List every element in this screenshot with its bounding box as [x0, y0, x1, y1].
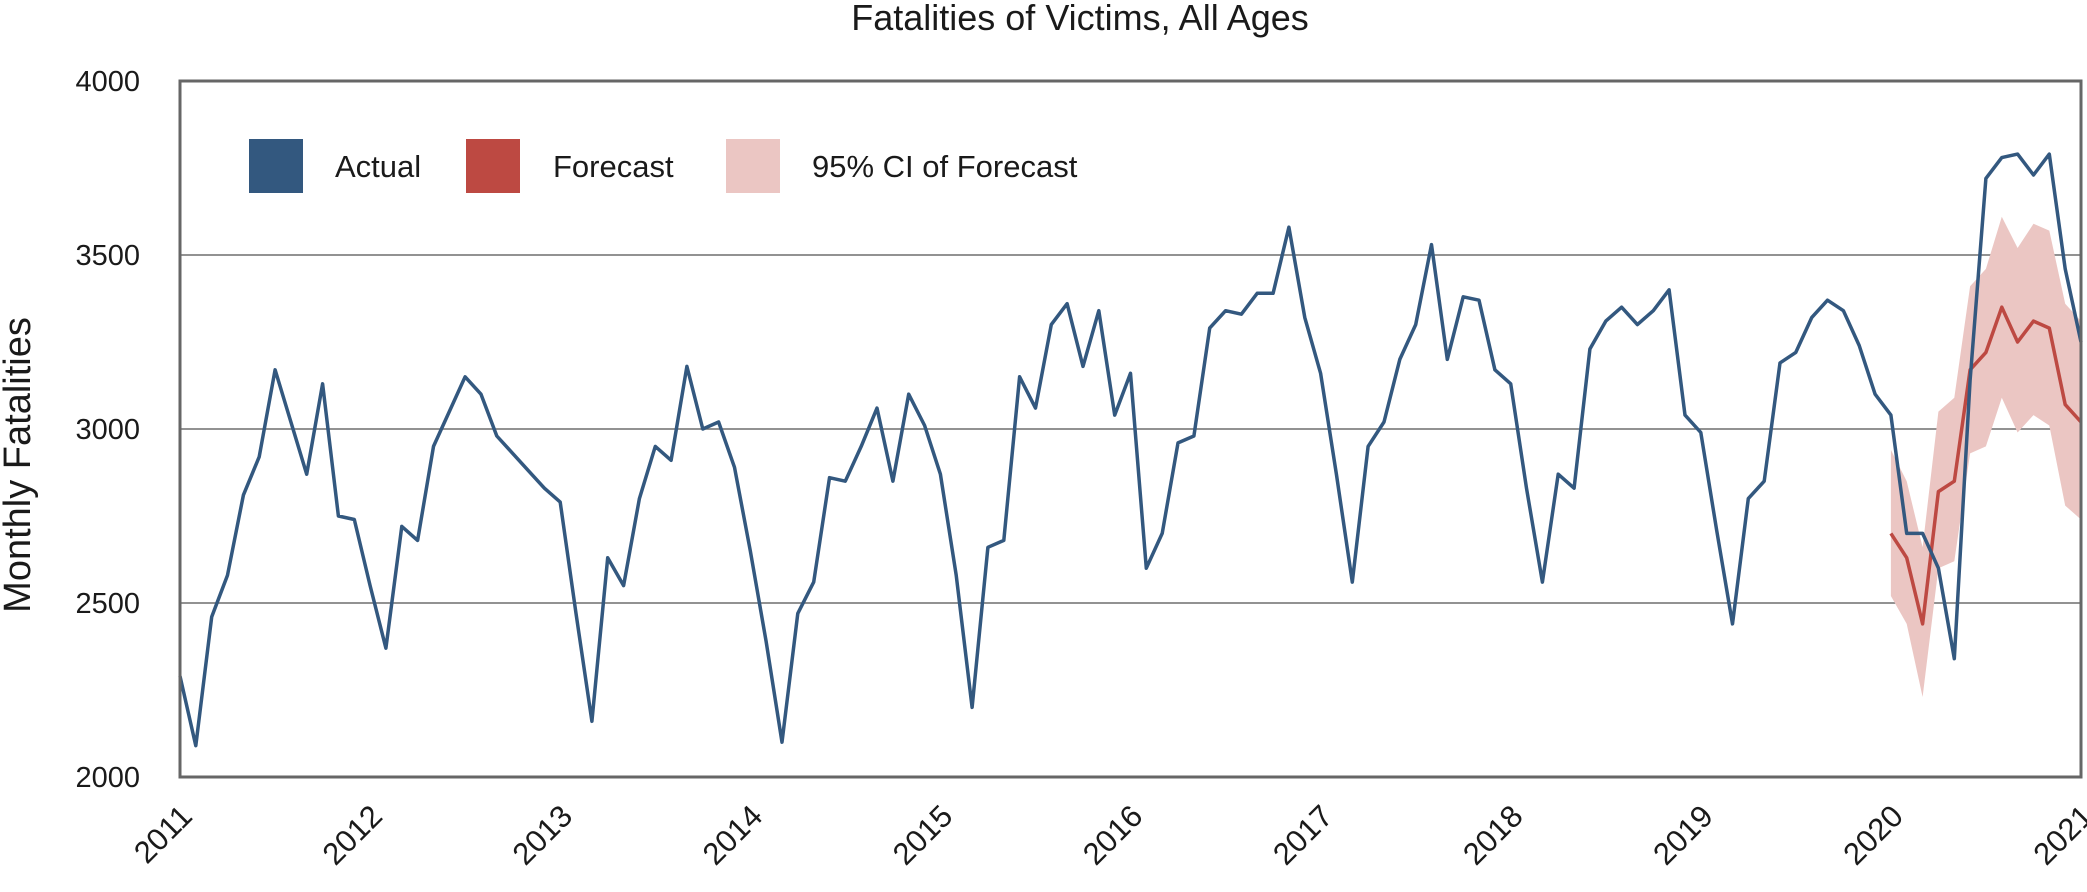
legend-label-1: Actual: [335, 149, 421, 184]
y-axis-label: Monthly Fatalities: [0, 317, 39, 613]
gridlines: [180, 254, 2081, 604]
legend-swatch-1: [249, 139, 303, 193]
x-tick-label-2017: 2017: [1266, 798, 1340, 872]
ci-band-layer: [1890, 216, 2081, 697]
forecast-ci-band: [1890, 216, 2081, 697]
y-tick-label-2500: 2500: [75, 588, 140, 620]
legend-label-3: 95% CI of Forecast: [812, 149, 1078, 184]
x-axis-tick-labels: 2011 2012 2013 2014 2015 2016 2017 2018 2019 2020…: [127, 798, 2087, 872]
x-tick-label-2018: 2018: [1456, 798, 1530, 872]
x-tick-label-2020: 2020: [1836, 798, 1910, 872]
x-tick-label-2014: 2014: [696, 798, 770, 872]
x-tick-label-2016: 2016: [1076, 798, 1150, 872]
y-tick-label-2000: 2000: [75, 762, 140, 794]
y-axis-tick-labels: 2000 2500 3000 3500 4000: [75, 66, 140, 794]
x-tick-label-2012: 2012: [316, 798, 390, 872]
series-layer: [178, 152, 2083, 748]
legend-swatch-3: [726, 139, 780, 193]
legend-swatch-2: [466, 139, 520, 193]
legend-label-2: Forecast: [553, 149, 674, 184]
series-line-actual: [178, 152, 2083, 748]
y-tick-label-3500: 3500: [75, 240, 140, 272]
series-line-forecast: [1889, 305, 2083, 626]
y-tick-label-3000: 3000: [75, 414, 140, 446]
y-tick-label-4000: 4000: [75, 66, 140, 98]
x-tick-label-2015: 2015: [886, 798, 960, 872]
x-tick-label-2013: 2013: [506, 798, 580, 872]
plot-area-frame: [178, 79, 2083, 779]
x-tick-label-2021: 2021: [2026, 798, 2087, 872]
legend: Actual Forecast 95% CI of Forecast: [249, 139, 1078, 193]
x-tick-label-2019: 2019: [1646, 798, 1720, 872]
x-tick-label-2011: 2011: [127, 798, 199, 870]
chart-title: Fatalities of Victims, All Ages: [851, 0, 1309, 38]
